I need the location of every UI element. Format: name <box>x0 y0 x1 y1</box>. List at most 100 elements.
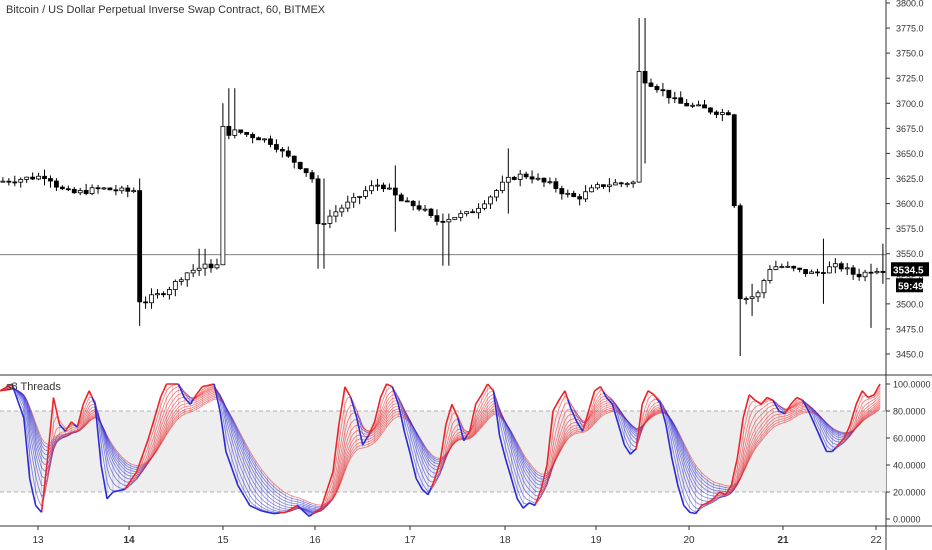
price-tick-label: 3700.0 <box>896 99 924 109</box>
candle-up <box>339 207 345 213</box>
candle-down <box>821 272 826 274</box>
indicator-title[interactable]: s8 Threads <box>6 381 61 393</box>
oscillator-tick-label: 60.0000 <box>893 434 926 444</box>
price-tick-label: 3750.0 <box>896 49 924 59</box>
oscillator-tick-label: 40.0000 <box>893 461 926 471</box>
candle-up <box>149 294 154 304</box>
candle-down <box>404 200 410 203</box>
last-price-badge <box>891 262 929 277</box>
candle-down <box>42 175 47 179</box>
candle-down <box>268 138 273 145</box>
candle-up <box>595 184 600 189</box>
candle-up <box>488 196 493 205</box>
candle-down <box>511 176 517 180</box>
candle-down <box>30 176 36 180</box>
oscillator-axis[interactable]: 100.0000 80.0000 60.0000 40.0000 20.0000 0.00… <box>886 380 931 525</box>
thread-line <box>0 383 881 515</box>
last-price-label: 3534.5 <box>893 265 924 276</box>
candle-up <box>844 267 850 270</box>
candle-down <box>470 211 476 214</box>
candle-up <box>826 266 832 274</box>
candle-up <box>202 263 208 269</box>
candle-down <box>161 293 166 296</box>
candle-down <box>672 97 678 100</box>
candle-up <box>363 190 369 197</box>
candle-down <box>850 267 856 275</box>
candle-down <box>868 271 874 274</box>
time-axis[interactable]: 13 14 15 16 17 18 19 20 21 22 <box>0 525 932 546</box>
price-tick-label: 3725.0 <box>896 74 924 84</box>
candle-up <box>327 215 333 224</box>
candle-up <box>357 196 363 198</box>
candle-up <box>24 176 30 180</box>
candle-up <box>517 173 523 180</box>
candle-down <box>392 187 398 196</box>
candle-down <box>702 104 707 109</box>
candle-down <box>797 267 803 270</box>
candle-up <box>494 190 499 198</box>
time-tick-label: 19 <box>590 535 602 546</box>
candle-up <box>458 213 464 218</box>
candle-down <box>226 125 232 136</box>
oscillator-pane[interactable] <box>0 383 886 517</box>
candle-down <box>279 148 285 152</box>
oscillator-tick-label: 20.0000 <box>893 488 926 498</box>
candle-up <box>761 280 767 294</box>
candle-up <box>464 211 470 215</box>
candle-up <box>743 298 749 301</box>
candle-up <box>178 279 184 282</box>
candle-down <box>601 184 606 187</box>
time-tick-label: 22 <box>870 535 882 546</box>
candle-up <box>18 179 24 183</box>
candle-down <box>725 112 731 116</box>
candle-up <box>184 272 190 281</box>
candle-down <box>856 273 862 278</box>
candle-up <box>832 263 838 268</box>
candle-up <box>785 265 791 268</box>
candle-down <box>880 271 886 273</box>
candle-down <box>309 172 315 180</box>
candle-up <box>333 211 339 217</box>
price-pane[interactable] <box>0 18 932 376</box>
candle-down <box>410 200 416 207</box>
candle-up <box>262 138 267 141</box>
candle-up <box>386 187 392 190</box>
price-tick-label: 3450.0 <box>896 350 924 360</box>
candle-down <box>291 155 297 163</box>
candle-down <box>618 182 624 185</box>
candle-up <box>220 125 226 266</box>
candle-down <box>274 144 279 150</box>
candle-down <box>428 208 434 217</box>
price-tick-label: 3800.0 <box>896 0 924 9</box>
candle-up <box>690 104 696 107</box>
candle-up <box>636 70 642 183</box>
candle-down <box>577 196 583 200</box>
time-tick-label: 13 <box>32 535 44 546</box>
candle-down <box>381 184 386 190</box>
time-tick-label: 15 <box>217 535 229 546</box>
candle-down <box>303 168 309 174</box>
candle-up <box>375 184 380 187</box>
candle-down <box>416 205 422 210</box>
candle-up <box>583 191 589 200</box>
candle-down <box>6 180 12 183</box>
candle-down <box>297 161 303 170</box>
candle-up <box>77 189 83 194</box>
candle-up <box>499 181 505 191</box>
candle-up <box>606 184 612 187</box>
candle-down <box>708 107 713 113</box>
candle-up <box>89 187 95 194</box>
candle-up <box>172 280 178 290</box>
time-tick-label: 16 <box>309 535 321 546</box>
candle-down <box>107 187 113 191</box>
candle-up <box>369 185 374 192</box>
candle-up <box>36 175 41 180</box>
time-tick-label: 17 <box>404 535 416 546</box>
candle-down <box>65 188 71 191</box>
candle-up <box>0 180 6 183</box>
candle-down <box>559 188 565 195</box>
candle-down <box>95 187 101 190</box>
time-tick-label: 21 <box>777 535 789 546</box>
candle-up <box>345 201 351 209</box>
candle-up <box>624 183 630 186</box>
